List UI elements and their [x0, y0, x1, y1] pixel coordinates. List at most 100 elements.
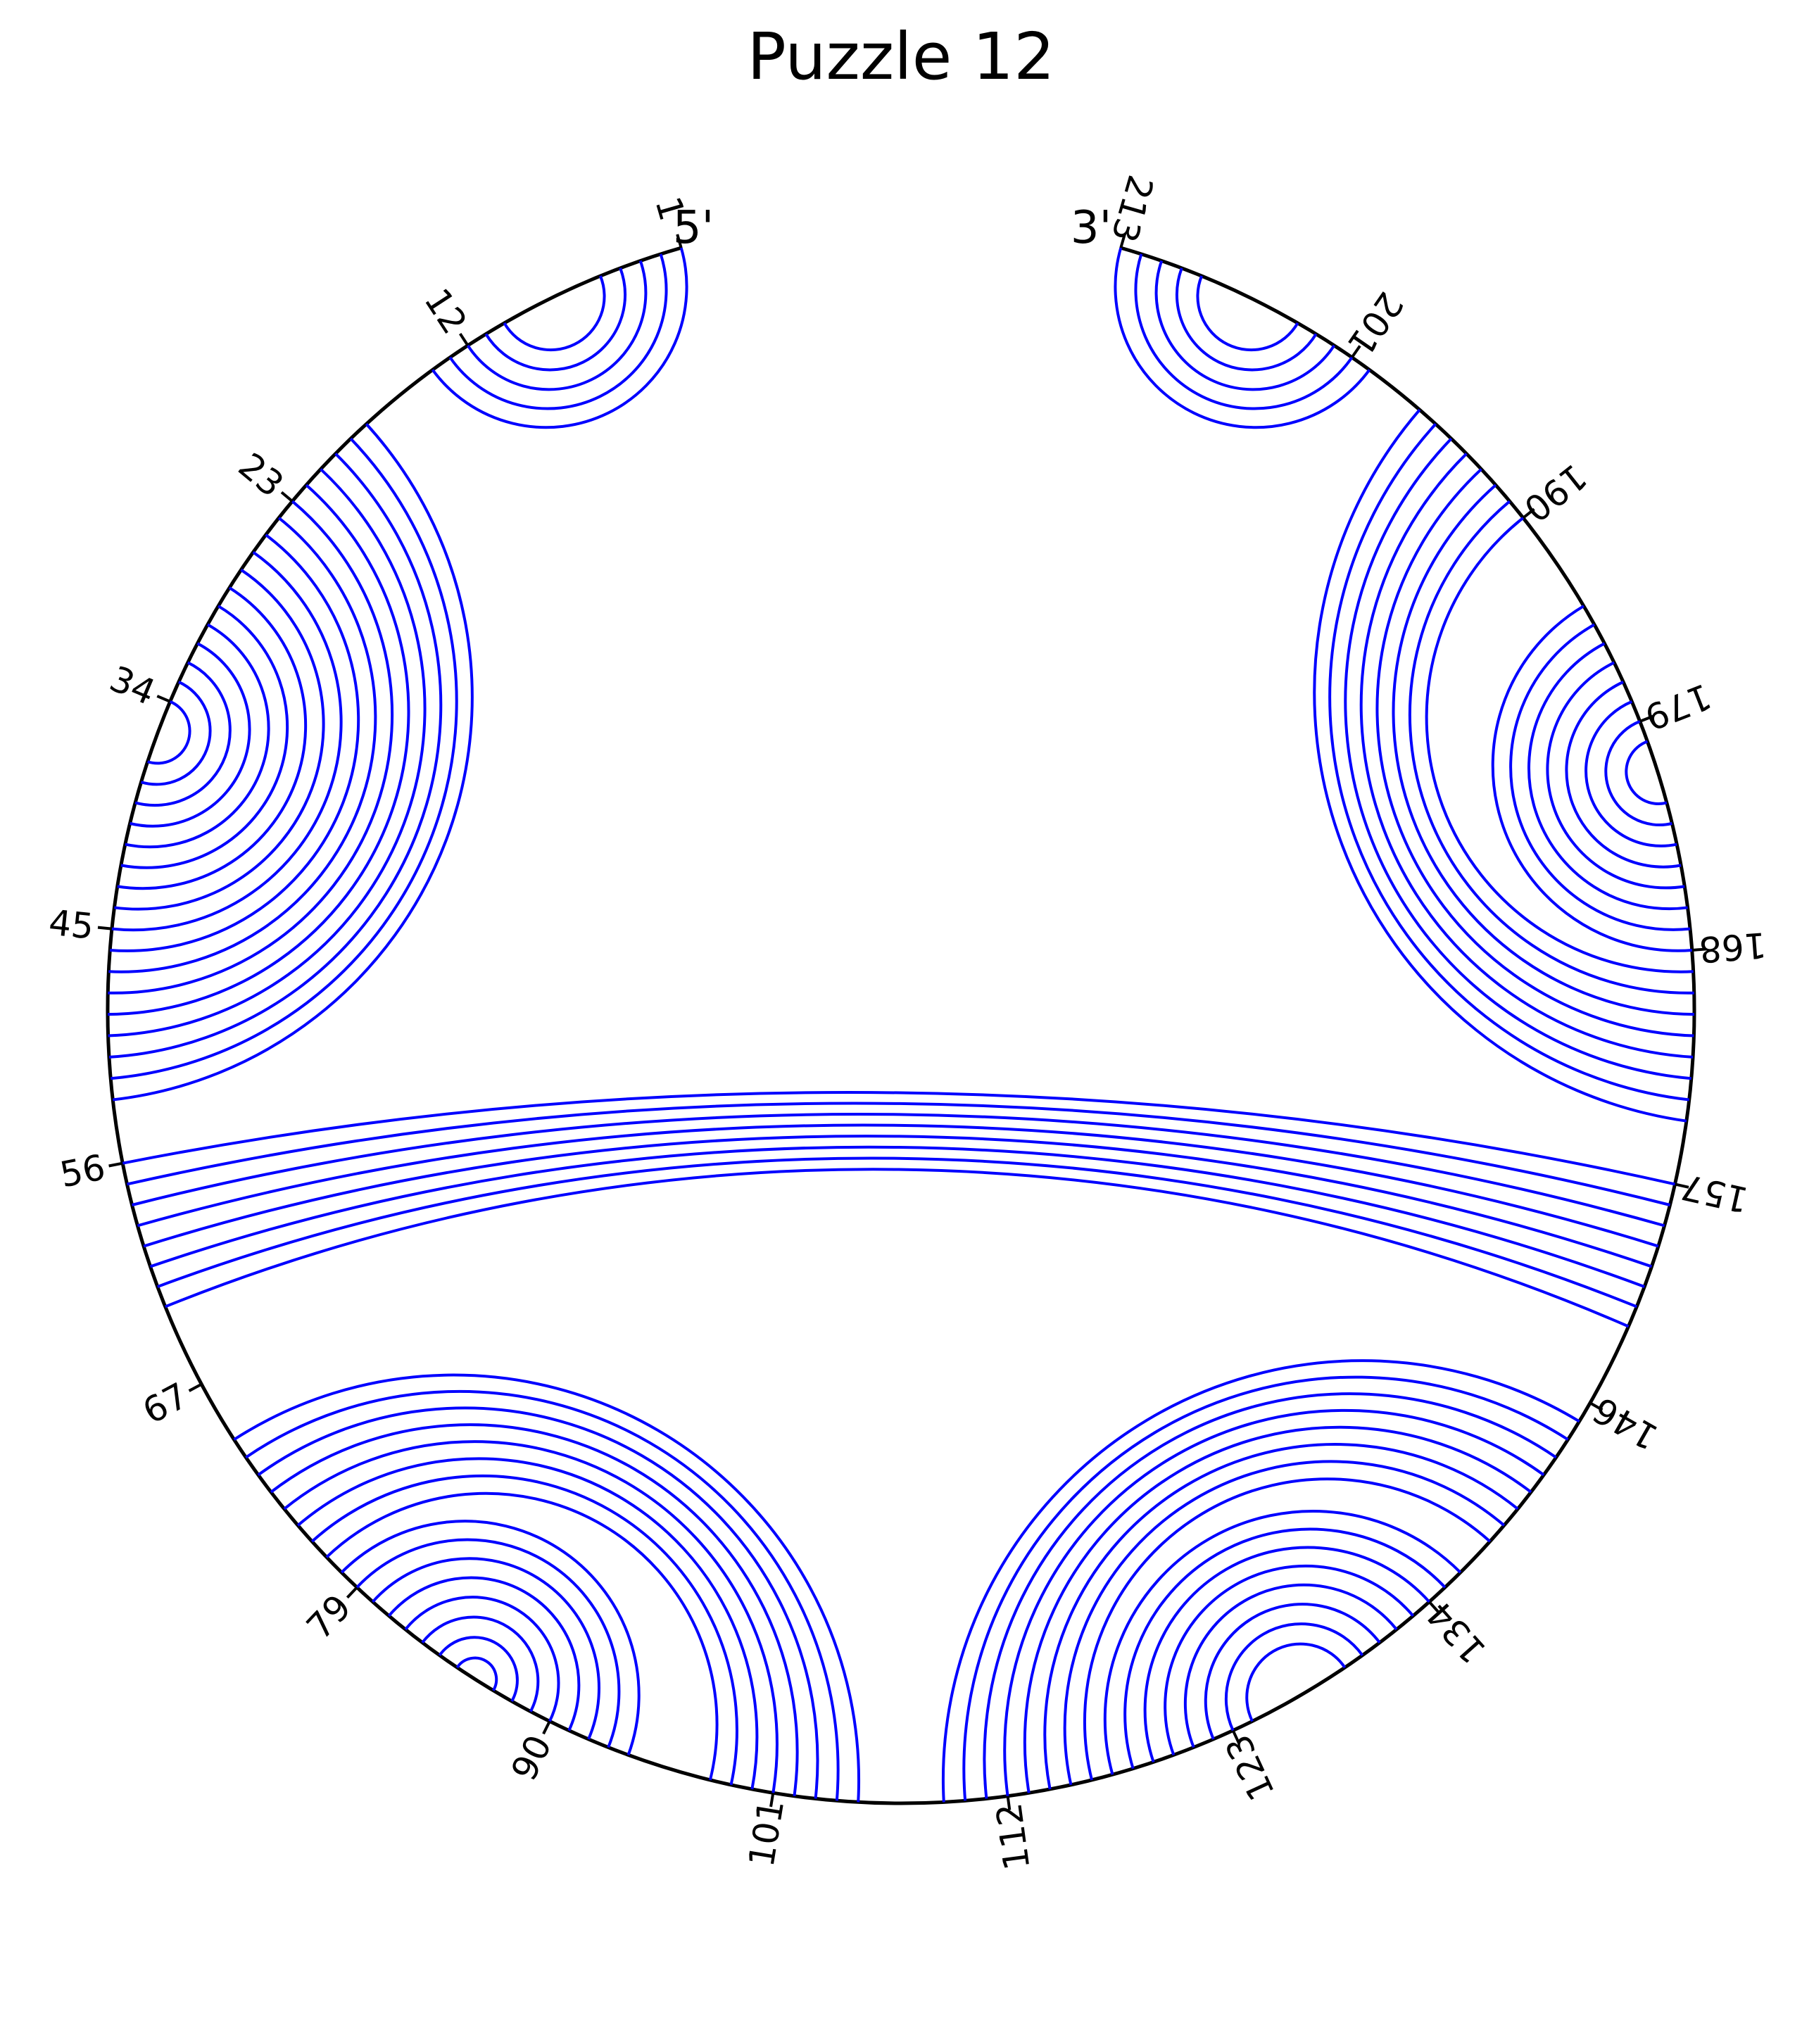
base-pair-arc-118-135 [1123, 1527, 1447, 1769]
base-pair-arc-113-141 [1023, 1425, 1532, 1793]
base-pair-arc-172-181 [1565, 681, 1682, 869]
base-pair-arc-168-185 [1491, 605, 1692, 952]
base-pair-arc-27-44 [114, 568, 325, 911]
base-pair-arc-114-140 [1043, 1443, 1519, 1790]
base-pair-arcs [108, 247, 1694, 1803]
base-pair-arc-200-213 [1114, 247, 1371, 429]
base-pair-arc-112-142 [1003, 1408, 1545, 1797]
base-pair-arc-26-45 [111, 550, 343, 932]
tick-mark [108, 1161, 123, 1168]
tick-label: 134 [1419, 1594, 1494, 1671]
base-pair-arc-117-136 [1103, 1510, 1462, 1775]
base-pair-arc-123-130 [1224, 1622, 1364, 1731]
base-pair-arc-20-51 [108, 453, 443, 1059]
base-pair-arc-4-11 [484, 267, 626, 372]
backbone-circle [106, 246, 1696, 1805]
base-pair-arc-164-193 [1375, 468, 1694, 1037]
base-pair-arc-174-179 [1604, 720, 1672, 826]
base-pair-arc-60-153 [143, 1135, 1653, 1268]
tick-mark [1231, 1729, 1240, 1744]
tick-label: 190 [1516, 455, 1594, 529]
base-pair-arc-109-145 [941, 1359, 1580, 1803]
base-pair-arc-24-47 [108, 517, 377, 973]
base-pair-arc-3-12 [466, 260, 648, 391]
base-pair-arc-22-49 [108, 484, 410, 1016]
tick-mark [1522, 507, 1535, 519]
base-pair-arc-82-90 [404, 1596, 560, 1722]
base-pair-arc-124-129 [1245, 1642, 1347, 1722]
base-pair-arc-173-180 [1584, 700, 1677, 847]
tick-label: 34 [104, 658, 161, 713]
base-pair-arc-81-91 [387, 1576, 581, 1731]
tick-label: 45 [47, 902, 96, 947]
base-pair-arc-57-156 [127, 1102, 1670, 1206]
base-pair-arc-204-209 [1196, 275, 1299, 352]
base-pair-arc-85-87 [455, 1656, 498, 1691]
base-pair-arc-121-132 [1183, 1583, 1398, 1748]
base-pair-arc-23-48 [108, 500, 394, 995]
base-pair-arc-202-211 [1154, 260, 1336, 391]
base-pair-arc-76-99 [310, 1474, 738, 1786]
tick-mark [280, 491, 294, 503]
base-pair-arc-163-194 [1359, 453, 1694, 1059]
tick-mark [188, 1382, 203, 1392]
base-pair-arc-120-133 [1164, 1564, 1415, 1756]
base-pair-arc-18-53 [113, 423, 474, 1102]
tick-mark [97, 926, 113, 930]
base-pair-arc-58-155 [132, 1113, 1665, 1228]
base-pair-arc-63-150 [165, 1168, 1630, 1328]
base-pair-arc-70-105 [233, 1373, 860, 1803]
tick-label: 12 [416, 282, 474, 341]
tick-label: 157 [1677, 1166, 1752, 1220]
base-pair-arc-84-88 [438, 1636, 519, 1703]
base-pair-arc-19-52 [111, 437, 458, 1080]
tick-label: 179 [1639, 675, 1717, 738]
base-pair-arc-203-210 [1176, 267, 1318, 372]
base-pair-arc-34-37 [147, 700, 191, 765]
tick-mark [769, 1792, 775, 1808]
base-pair-arc-110-144 [962, 1375, 1569, 1801]
base-pair-arc-116-138 [1083, 1477, 1492, 1781]
base-pair-arc-78-94 [340, 1520, 641, 1756]
base-pair-arc-119-134 [1143, 1546, 1430, 1763]
tick-mark [1691, 947, 1706, 952]
base-pair-arc-2-13 [448, 253, 668, 410]
tick-mark [1428, 1601, 1440, 1614]
base-pair-arc-201-212 [1134, 253, 1354, 410]
base-pair-arc-72-103 [257, 1406, 819, 1799]
base-pair-arc-166-191 [1408, 500, 1694, 995]
tick-mark [156, 695, 171, 703]
tick-label: 146 [1587, 1389, 1665, 1458]
tick-mark [459, 332, 470, 346]
tick-label: 168 [1698, 924, 1768, 970]
tick-mark [1589, 1401, 1603, 1411]
base-pair-arc-29-42 [120, 605, 289, 869]
three-prime-label: 3' [1071, 202, 1111, 254]
tick-label: 23 [231, 445, 291, 505]
diagram-title: Puzzle 12 [747, 19, 1054, 94]
tick-label: 67 [136, 1375, 194, 1432]
tick-mark [676, 234, 683, 248]
base-pair-arc-56-157 [122, 1091, 1675, 1186]
tick-label: 101 [741, 1797, 793, 1870]
base-pair-arc-79-93 [355, 1538, 621, 1748]
tick-label: 123 [1218, 1729, 1283, 1807]
tick-label: 213 [1103, 171, 1161, 247]
tick-mark [1006, 1796, 1012, 1810]
base-pair-arc-32-39 [134, 661, 232, 807]
base-pair-arc-80-92 [372, 1557, 600, 1740]
base-pair-arc-175-178 [1625, 740, 1668, 805]
tick-mark [346, 1586, 358, 1599]
base-pair-arc-111-143 [983, 1392, 1557, 1799]
base-pair-arc-59-154 [137, 1123, 1659, 1248]
base-pair-arc-77-98 [325, 1491, 719, 1781]
base-pair-arc-30-41 [125, 623, 270, 849]
base-pair-arc-5-10 [503, 275, 606, 352]
base-pair-arc-71-104 [245, 1389, 840, 1801]
base-pair-arc-74-101 [283, 1440, 779, 1793]
tick-label: 112 [988, 1800, 1038, 1872]
base-pair-arc-75-100 [296, 1457, 759, 1790]
tick-label: 90 [503, 1729, 560, 1787]
